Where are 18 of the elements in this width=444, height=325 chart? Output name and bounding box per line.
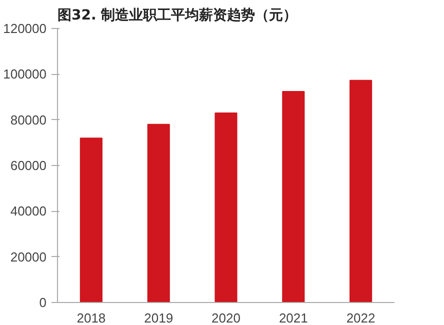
x-tick-label: 2022 — [346, 310, 376, 325]
y-tick-label: 40000 — [10, 204, 47, 219]
x-tick-label: 2019 — [144, 310, 174, 325]
y-tick-label: 80000 — [10, 112, 47, 128]
y-tick-label: 60000 — [10, 158, 47, 173]
bar — [214, 112, 238, 302]
y-tick-label: 0 — [39, 295, 47, 310]
x-tick-label: 2018 — [76, 310, 106, 325]
y-tick-label: 20000 — [10, 249, 47, 264]
bar — [147, 124, 170, 302]
y-tick-label: 120000 — [3, 21, 47, 36]
y-tick-label: 100000 — [3, 66, 47, 82]
bar — [350, 80, 372, 302]
x-tick-label: 2020 — [212, 310, 240, 325]
x-tick-label: 2021 — [278, 310, 308, 325]
chart-title: 图32. 制造业职工平均薪资趋势（元） — [58, 8, 298, 24]
bar — [282, 91, 305, 302]
bar — [80, 138, 102, 302]
